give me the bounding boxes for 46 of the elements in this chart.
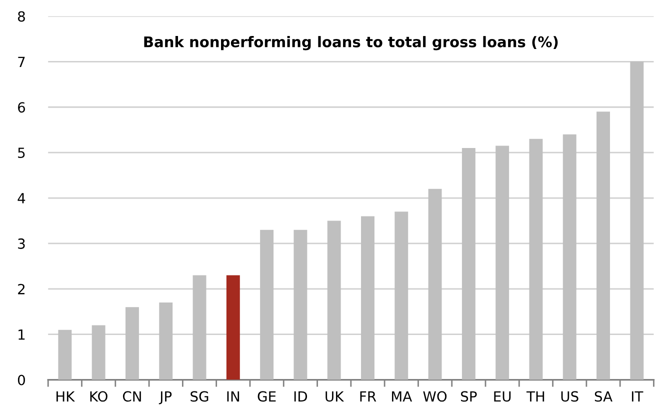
- x-tick-label: SA: [594, 391, 612, 402]
- text: Bank nonperforming loans to total gross loans (%): [144, 36, 558, 50]
- x-tick-label: US: [561, 391, 578, 402]
- y-tick-label: 2: [18, 284, 24, 294]
- y-tick-label: 6: [18, 102, 26, 113]
- x-tick-label: IN: [227, 391, 240, 402]
- x-tick-label: SG: [190, 391, 208, 402]
- bar: [596, 112, 610, 380]
- x-tick-label: FR: [360, 391, 376, 402]
- bar: [562, 134, 576, 380]
- x-tick-label: ID: [294, 391, 308, 402]
- y-tick-label: 1: [18, 330, 25, 340]
- y-tick-label: 3: [18, 238, 25, 249]
- bar: [529, 138, 543, 380]
- bar: [361, 216, 374, 380]
- x-tick-label: JP: [158, 391, 172, 404]
- y-tick-label: 0: [18, 374, 25, 386]
- y-tick-label: 7: [18, 56, 25, 67]
- x-tick-label: IT: [632, 391, 644, 402]
- x-tick-label: WO: [423, 391, 447, 402]
- bar: [327, 220, 341, 380]
- bar: [159, 302, 173, 380]
- bar: [496, 146, 510, 380]
- bar: [92, 325, 106, 380]
- x-tick-label: EU: [494, 391, 511, 402]
- x-tick-label: GE: [258, 391, 276, 402]
- x-tick-label: CN: [122, 391, 141, 402]
- y-tick-label: 4: [18, 193, 26, 204]
- bar: [428, 188, 442, 380]
- bar: [260, 230, 274, 380]
- x-tick-label: HK: [56, 391, 75, 402]
- bar: [294, 230, 308, 380]
- x-tick-label: MA: [392, 391, 412, 402]
- bar: [125, 307, 139, 380]
- y-tick-label: 5: [18, 148, 25, 158]
- bar: [226, 275, 240, 380]
- x-tick-label: KO: [90, 391, 108, 402]
- bar: [192, 275, 206, 380]
- x-tick-label: TH: [526, 391, 544, 402]
- bar: [630, 62, 644, 380]
- bar: [58, 330, 72, 380]
- x-tick-label: UK: [326, 391, 344, 402]
- bar: [462, 148, 476, 380]
- x-tick-label: SP: [460, 391, 477, 402]
- bar: [394, 212, 408, 380]
- y-tick-label: 8: [18, 11, 25, 22]
